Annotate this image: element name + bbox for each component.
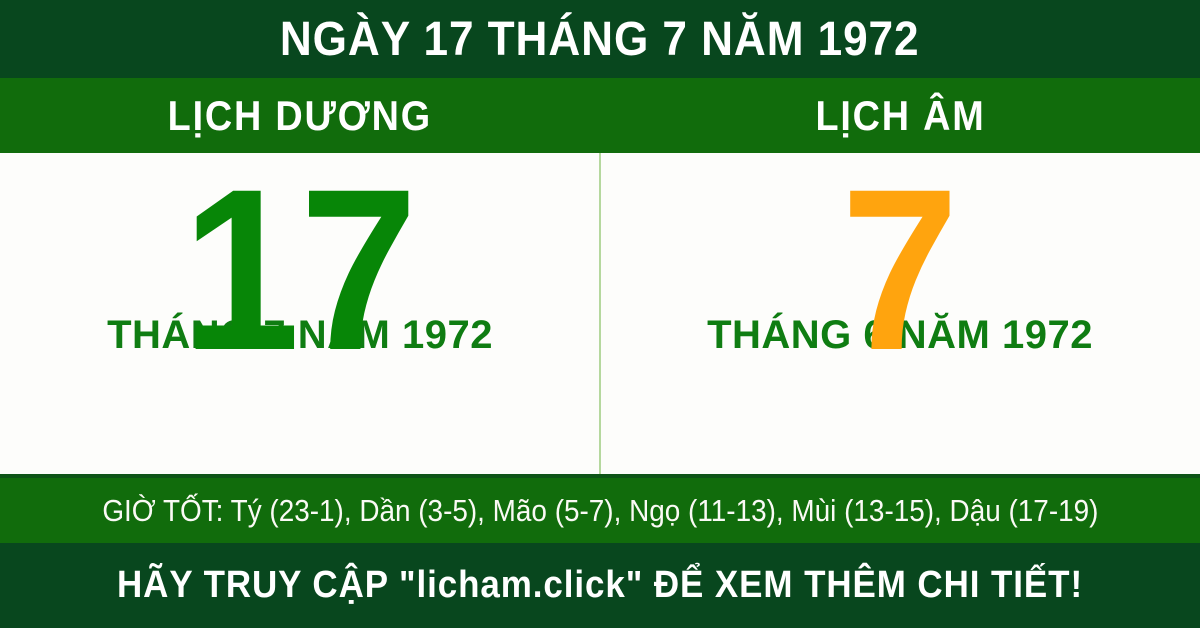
solar-calendar-header: LỊCH DƯƠNG	[0, 78, 600, 153]
solar-calendar-label: LỊCH DƯƠNG	[167, 91, 433, 139]
lunar-calendar-label: LỊCH ÂM	[814, 91, 986, 139]
lunar-month-year: THÁNG 6 NĂM 1972	[707, 313, 1093, 357]
date-banner-title: NGÀY 17 THÁNG 7 NĂM 1972	[280, 12, 920, 66]
good-hours-bar: GIỜ TỐT: Tý (23-1), Dần (3-5), Mão (5-7)…	[0, 474, 1200, 543]
solar-month-year: THÁNG 7 NĂM 1972	[107, 313, 493, 357]
good-hours-text: GIỜ TỐT: Tý (23-1), Dần (3-5), Mão (5-7)…	[101, 492, 1099, 528]
lunar-day-panel: 7 THÁNG 6 NĂM 1972	[600, 153, 1200, 474]
panel-divider	[599, 153, 601, 474]
solar-day-panel: 17 THÁNG 7 NĂM 1972	[0, 153, 600, 474]
calendar-panel: 17 THÁNG 7 NĂM 1972 7 THÁNG 6 NĂM 1972	[0, 153, 1200, 474]
solar-day-number: 17	[182, 141, 418, 398]
date-banner: NGÀY 17 THÁNG 7 NĂM 1972	[0, 0, 1200, 78]
footer-banner: HÃY TRUY CẬP "licham.click" ĐỂ XEM THÊM …	[0, 543, 1200, 628]
lunar-calendar-header: LỊCH ÂM	[600, 78, 1200, 153]
column-headers: LỊCH DƯƠNG LỊCH ÂM	[0, 78, 1200, 153]
footer-text: HÃY TRUY CẬP "licham.click" ĐỂ XEM THÊM …	[116, 564, 1083, 606]
lunar-day-number: 7	[841, 141, 959, 398]
